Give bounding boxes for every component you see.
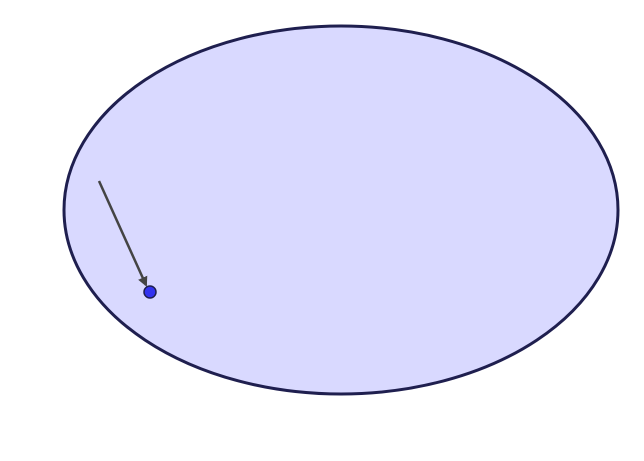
arrow-vector: [97, 180, 148, 287]
ellipse-shape: [62, 24, 620, 396]
point-marker[interactable]: [143, 285, 157, 299]
